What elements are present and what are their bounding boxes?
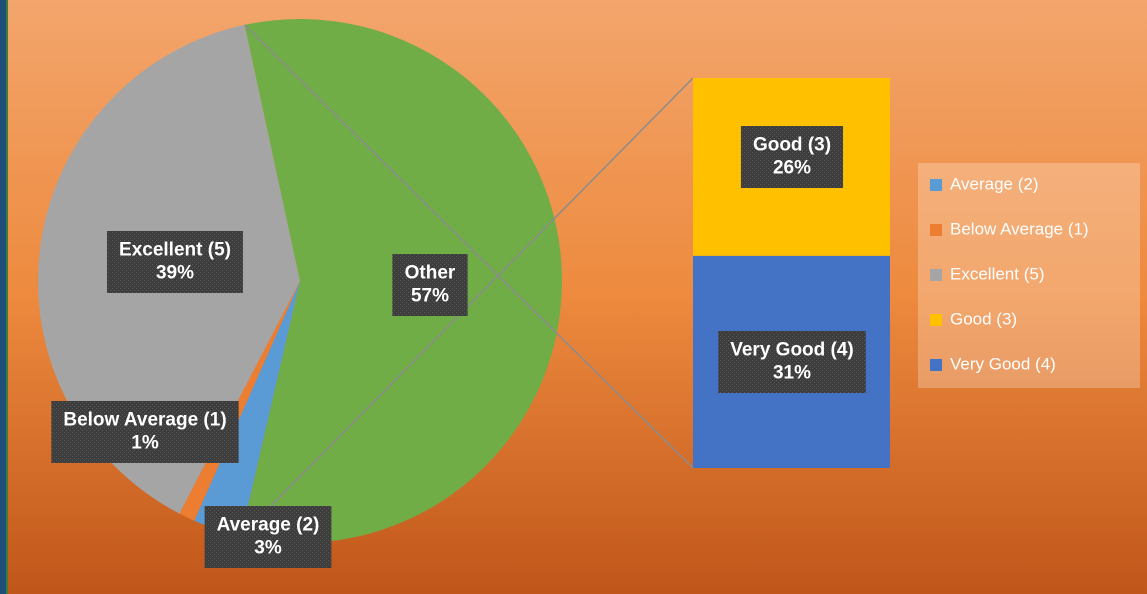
data-label-text: Below Average (1) [63,410,226,431]
data-label-box [392,254,468,316]
data-label: Average (2)3% [204,506,332,568]
data-label-text: Excellent (5) [119,240,231,261]
pie-slice [194,281,300,537]
legend-label: Average (2) [950,174,1039,193]
data-label-text: Very Good (4) [730,340,854,361]
data-label-box [718,331,866,393]
legend-swatch [930,179,942,191]
data-label-box [204,506,332,568]
data-label: Very Good (4)31% [718,331,866,393]
data-label: Good (3)26% [740,126,844,188]
legend-swatch [930,359,942,371]
data-label-text: 39% [156,263,194,284]
data-label: Below Average (1)1% [51,401,239,463]
legend-label: Excellent (5) [950,264,1044,283]
data-label-text: Good (3) [753,135,831,156]
left-border [0,0,6,594]
legend-label: Below Average (1) [950,219,1089,238]
data-label-text: 57% [411,286,449,307]
connector-line [244,24,694,469]
data-label-text: 3% [254,538,282,559]
legend-label: Good (3) [950,309,1017,328]
data-label-box [51,401,239,463]
data-label-text: 1% [131,433,159,454]
data-label-text: Average (2) [217,515,320,536]
data-label-text: 31% [773,363,811,384]
data-label: Excellent (5)39% [107,231,243,293]
data-label-text: Other [405,263,456,284]
data-label-text: 26% [773,158,811,179]
data-label-box [740,126,844,188]
legend-swatch [930,314,942,326]
legend-swatch [930,224,942,236]
legend-label: Very Good (4) [950,354,1056,373]
legend-box [918,163,1140,388]
left-border-accent [6,0,8,594]
legend-swatch [930,269,942,281]
data-label-box [107,231,243,293]
